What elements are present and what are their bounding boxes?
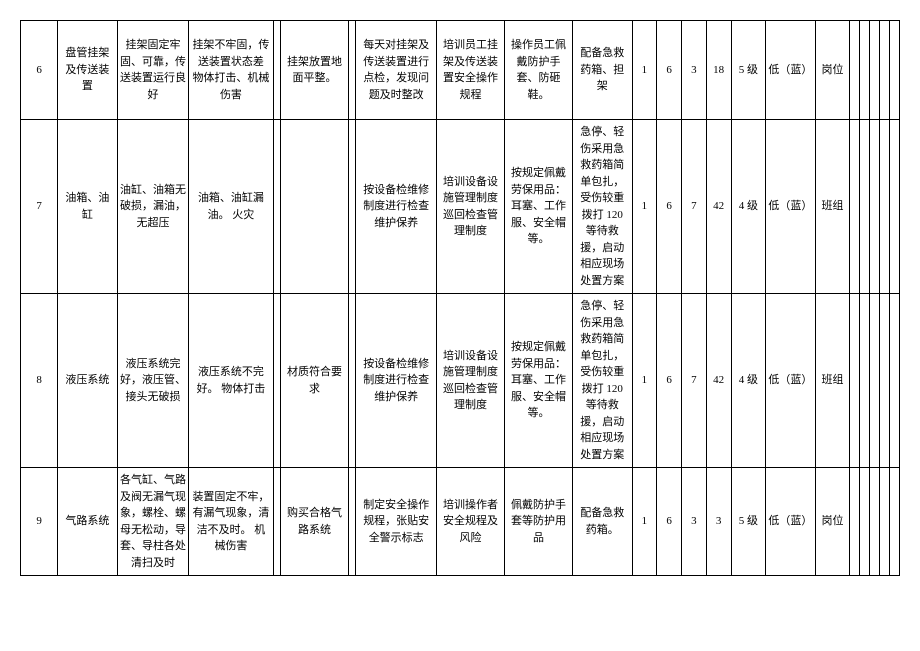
cell-empty	[870, 21, 880, 120]
table-body: 6 盘管挂架及传送装置 挂架固定牢固、可靠，传送装置运行良好 挂架不牢固，传送装…	[21, 21, 900, 576]
risk-assessment-table: 6 盘管挂架及传送装置 挂架固定牢固、可靠，传送装置运行良好 挂架不牢固，传送装…	[20, 20, 900, 576]
cell-name: 液压系统	[58, 294, 117, 468]
cell-unit: 岗位	[815, 21, 850, 120]
cell-m4: 按规定佩戴劳保用品：耳塞、工作服、安全帽等。	[505, 294, 573, 468]
cell-empty	[850, 21, 860, 120]
cell-unit: 班组	[815, 120, 850, 294]
cell-color: 低（蓝）	[766, 120, 816, 294]
cell-color: 低（蓝）	[766, 21, 816, 120]
cell-std: 液压系统完好，液压管、接头无破损	[117, 294, 189, 468]
cell-n3: 7	[682, 294, 707, 468]
cell-m5: 急停、轻伤采用急救药箱简单包扎，受伤较重拨打 120 等待救援，启动相应现场处置…	[573, 294, 632, 468]
cell-empty	[273, 21, 280, 120]
cell-std: 挂架固定牢固、可靠，传送装置运行良好	[117, 21, 189, 120]
cell-n1: 1	[632, 294, 657, 468]
cell-empty	[889, 120, 899, 294]
cell-m3: 培训操作者安全规程及风险	[436, 468, 504, 576]
cell-color: 低（蓝）	[766, 294, 816, 468]
cell-n3: 7	[682, 120, 707, 294]
table-row: 8 液压系统 液压系统完好，液压管、接头无破损 液压系统不完好。 物体打击 材质…	[21, 294, 900, 468]
cell-m2: 按设备检维修制度进行检查维护保养	[356, 120, 436, 294]
cell-empty	[349, 468, 356, 576]
cell-empty	[870, 120, 880, 294]
cell-color: 低（蓝）	[766, 468, 816, 576]
table-row: 9 气路系统 各气缸、气路及阀无漏气现象，螺栓、螺母无松动，导套、导柱各处清扫及…	[21, 468, 900, 576]
cell-empty	[349, 120, 356, 294]
cell-empty	[860, 294, 870, 468]
cell-num: 7	[21, 120, 58, 294]
cell-n1: 1	[632, 468, 657, 576]
cell-m5: 配备急救药箱、担架	[573, 21, 632, 120]
cell-n3: 3	[682, 468, 707, 576]
cell-m3: 培训设备设施管理制度巡回检查管理制度	[436, 294, 504, 468]
cell-level: 4 级	[731, 294, 766, 468]
cell-m1: 挂架放置地面平整。	[280, 21, 348, 120]
cell-m4: 按规定佩戴劳保用品：耳塞、工作服、安全帽等。	[505, 120, 573, 294]
table-row: 7 油箱、油缸 油缸、油箱无破损，漏油，无超压 油箱、油缸漏油。 火灾 按设备检…	[21, 120, 900, 294]
cell-name: 气路系统	[58, 468, 117, 576]
cell-risk: 装置固定不牢，有漏气现象，清洁不及时。 机械伤害	[189, 468, 273, 576]
cell-empty	[860, 120, 870, 294]
cell-m1: 材质符合要求	[280, 294, 348, 468]
cell-risk: 液压系统不完好。 物体打击	[189, 294, 273, 468]
cell-n4: 42	[706, 294, 731, 468]
cell-empty	[349, 21, 356, 120]
cell-level: 5 级	[731, 468, 766, 576]
cell-num: 6	[21, 21, 58, 120]
cell-empty	[273, 294, 280, 468]
cell-empty	[850, 468, 860, 576]
cell-n1: 1	[632, 120, 657, 294]
cell-n2: 6	[657, 468, 682, 576]
cell-level: 4 级	[731, 120, 766, 294]
cell-num: 8	[21, 294, 58, 468]
cell-m2: 每天对挂架及传送装置进行点检，发现问题及时整改	[356, 21, 436, 120]
cell-empty	[273, 468, 280, 576]
cell-name: 油箱、油缸	[58, 120, 117, 294]
cell-empty	[880, 120, 890, 294]
cell-n2: 6	[657, 120, 682, 294]
cell-risk: 挂架不牢固，传送装置状态差 物体打击、机械伤害	[189, 21, 273, 120]
cell-std: 油缸、油箱无破损，漏油，无超压	[117, 120, 189, 294]
cell-empty	[850, 120, 860, 294]
cell-empty	[860, 21, 870, 120]
cell-n4: 3	[706, 468, 731, 576]
cell-n4: 18	[706, 21, 731, 120]
cell-unit: 班组	[815, 294, 850, 468]
cell-m3: 培训设备设施管理制度巡回检查管理制度	[436, 120, 504, 294]
cell-empty	[889, 468, 899, 576]
cell-empty	[870, 294, 880, 468]
cell-empty	[850, 294, 860, 468]
cell-n2: 6	[657, 294, 682, 468]
cell-empty	[880, 294, 890, 468]
cell-m1: 购买合格气路系统	[280, 468, 348, 576]
cell-n2: 6	[657, 21, 682, 120]
cell-n1: 1	[632, 21, 657, 120]
cell-std: 各气缸、气路及阀无漏气现象，螺栓、螺母无松动，导套、导柱各处清扫及时	[117, 468, 189, 576]
cell-unit: 岗位	[815, 468, 850, 576]
cell-m2: 按设备检维修制度进行检查维护保养	[356, 294, 436, 468]
cell-m3: 培训员工挂架及传送装置安全操作规程	[436, 21, 504, 120]
cell-m2: 制定安全操作规程，张贴安全警示标志	[356, 468, 436, 576]
cell-empty	[889, 294, 899, 468]
cell-name: 盘管挂架及传送装置	[58, 21, 117, 120]
cell-empty	[349, 294, 356, 468]
cell-empty	[880, 21, 890, 120]
cell-empty	[889, 21, 899, 120]
cell-m4: 操作员工佩戴防护手套、防砸鞋。	[505, 21, 573, 120]
cell-empty	[880, 468, 890, 576]
cell-num: 9	[21, 468, 58, 576]
cell-n3: 3	[682, 21, 707, 120]
cell-risk: 油箱、油缸漏油。 火灾	[189, 120, 273, 294]
cell-m5: 急停、轻伤采用急救药箱简单包扎，受伤较重拨打 120 等待救援，启动相应现场处置…	[573, 120, 632, 294]
cell-n4: 42	[706, 120, 731, 294]
cell-level: 5 级	[731, 21, 766, 120]
cell-m4: 佩戴防护手套等防护用品	[505, 468, 573, 576]
cell-empty	[870, 468, 880, 576]
cell-empty	[860, 468, 870, 576]
cell-m1	[280, 120, 348, 294]
cell-empty	[273, 120, 280, 294]
table-row: 6 盘管挂架及传送装置 挂架固定牢固、可靠，传送装置运行良好 挂架不牢固，传送装…	[21, 21, 900, 120]
cell-m5: 配备急救药箱。	[573, 468, 632, 576]
